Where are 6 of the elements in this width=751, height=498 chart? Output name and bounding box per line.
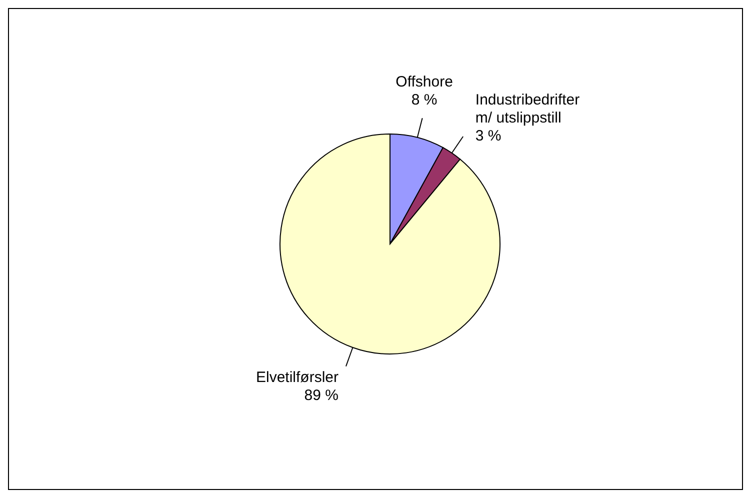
slice-label: Offshore <box>396 73 453 90</box>
data-label: 8 % <box>411 91 438 108</box>
slice-label: Elvetilførsler <box>256 369 339 386</box>
data-label: 3 % <box>475 127 502 144</box>
data-label: 89 % <box>304 387 339 404</box>
slice-label: Industribedrifter m/ utslippstill <box>475 91 580 126</box>
